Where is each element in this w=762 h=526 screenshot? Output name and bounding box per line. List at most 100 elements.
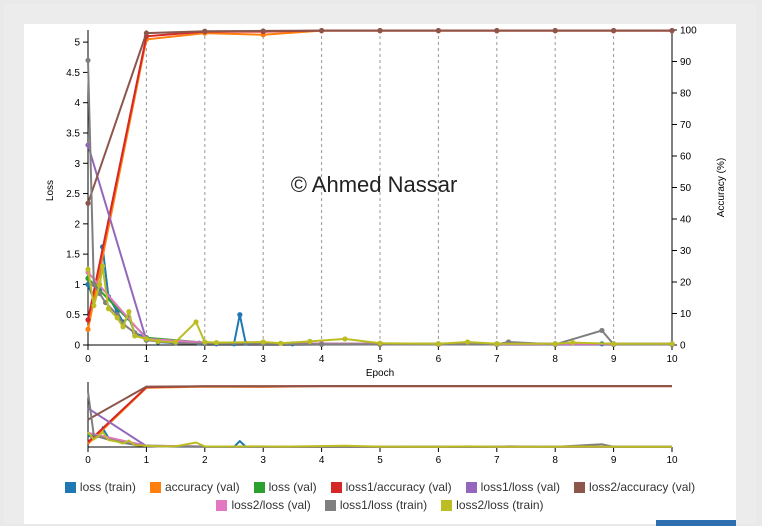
main-series[interactable]	[85, 28, 675, 347]
series-point-loss2_loss_train-14	[213, 339, 220, 346]
series-point-loss2_loss_train-11	[173, 339, 179, 345]
overview-line-loss2_loss_train[interactable]	[87, 430, 672, 448]
legend-swatch-accuracy_val	[149, 481, 161, 493]
overview-line-loss1_accuracy_val[interactable]	[87, 385, 672, 443]
legend-swatch-loss1_loss_val	[465, 481, 477, 493]
overview-x-tick-label-2: 2	[202, 455, 208, 466]
overview-line-loss1_loss_train[interactable]	[87, 391, 672, 448]
series-point-loss2_loss_train-9	[143, 336, 149, 342]
series-point-loss2_loss_train-7	[126, 309, 132, 315]
overview-x-tick-label-7: 7	[494, 455, 500, 466]
overview-series[interactable]	[87, 385, 672, 448]
legend-item-loss2_loss_train[interactable]: loss2/loss (train)	[441, 498, 544, 512]
legend-label-loss2_accuracy_val: loss2/accuracy (val)	[589, 480, 696, 494]
legend-swatch-loss1_loss_train	[324, 499, 336, 511]
overview-x-tick-label-4: 4	[319, 455, 325, 466]
series-point-loss2_loss_train-13	[202, 339, 208, 345]
legend-swatch-loss2_loss_train	[441, 499, 453, 511]
y-left-tick-label-5: 5	[74, 38, 80, 49]
series-point-loss1_loss_train-17	[599, 327, 605, 334]
legend-label-loss1_loss_val: loss1/loss (val)	[480, 480, 561, 494]
overview-line-loss_train[interactable]	[87, 425, 672, 448]
legend-swatch-loss2_accuracy_val	[574, 481, 586, 493]
x-tick-label-2: 2	[202, 354, 208, 365]
series-point-loss1_loss_train-1	[91, 281, 97, 288]
legend-label-loss2_loss_train: loss2/loss (train)	[456, 498, 544, 512]
legend-label-loss1_loss_train: loss1/loss (train)	[339, 498, 428, 512]
series-point-accuracy_val-0	[85, 326, 91, 332]
legend-item-loss_val[interactable]: loss (val)	[253, 480, 317, 494]
y-right-tick-label-20: 20	[680, 278, 692, 289]
series-point-loss2_accuracy_val-5	[377, 28, 383, 34]
overview-x-tick-label-6: 6	[436, 455, 442, 466]
series-point-loss2_loss_train-24	[570, 339, 576, 346]
y-right-tick-label-50: 50	[680, 183, 692, 194]
series-point-loss2_accuracy_val-9	[611, 28, 617, 34]
series-loss1_loss_train[interactable]	[85, 57, 675, 347]
series-point-loss1_loss_train-0	[85, 57, 91, 63]
series-point-loss2_loss_train-10	[155, 338, 161, 344]
legend-item-loss2_loss_val[interactable]: loss2/loss (val)	[216, 498, 311, 512]
legend-label-accuracy_val: accuracy (val)	[164, 480, 240, 494]
y-axis-right-label: Accuracy (%)	[716, 158, 727, 217]
legend-item-loss_train[interactable]: loss (train)	[64, 480, 136, 494]
series-point-loss2_loss_train-15	[260, 339, 266, 345]
series-loss2_accuracy_val[interactable]	[85, 28, 675, 206]
legend-item-loss1_accuracy_val[interactable]: loss1/accuracy (val)	[330, 480, 452, 494]
series-point-loss2_accuracy_val-3	[260, 28, 266, 34]
overview-x-tick-label-0: 0	[85, 455, 91, 466]
y-left-tick-label-1.5: 1.5	[66, 250, 80, 261]
series-point-loss2_loss_train-20	[435, 341, 441, 347]
series-point-loss2_loss_train-0	[85, 266, 91, 272]
series-point-loss2_loss_train-25	[611, 341, 617, 347]
x-tick-label-4: 4	[319, 354, 325, 365]
series-point-loss2_accuracy_val-4	[319, 28, 325, 34]
corner-tab	[656, 520, 736, 526]
legend-swatch-loss_val	[253, 481, 265, 493]
legend-swatch-loss_train	[64, 481, 76, 493]
series-point-loss2_loss_train-4	[105, 306, 112, 312]
y-right-tick-label-80: 80	[680, 89, 692, 100]
series-loss2_loss_train[interactable]	[85, 263, 675, 347]
legend-item-accuracy_val[interactable]: accuracy (val)	[149, 480, 240, 494]
series-point-loss2_loss_train-3	[100, 263, 106, 269]
series-point-loss2_loss_train-19	[377, 340, 383, 346]
series-point-loss2_accuracy_val-6	[435, 28, 441, 34]
y-left-tick-label-4: 4	[74, 98, 80, 109]
legend-label-loss2_loss_val: loss2/loss (val)	[231, 498, 311, 512]
y-left-tick-label-3.5: 3.5	[66, 128, 80, 139]
y-right-tick-label-10: 10	[680, 309, 692, 320]
overview-x-tick-label-3: 3	[260, 455, 266, 466]
y-right-tick-label-0: 0	[680, 341, 686, 352]
legend: loss (train) accuracy (val) loss (val) loss…	[24, 480, 736, 516]
x-tick-label-3: 3	[260, 354, 266, 365]
legend-item-loss1_loss_train[interactable]: loss1/loss (train)	[324, 498, 428, 512]
legend-swatch-loss1_accuracy_val	[330, 481, 342, 493]
legend-item-loss2_accuracy_val[interactable]: loss2/accuracy (val)	[574, 480, 695, 494]
overview-line-accuracy_val[interactable]	[87, 385, 672, 445]
series-point-loss2_accuracy_val-8	[552, 28, 558, 34]
y-right-tick-label-40: 40	[680, 215, 692, 226]
x-axis-label: Epoch	[366, 368, 394, 379]
series-point-loss2_loss_train-16	[278, 340, 284, 346]
x-tick-label-10: 10	[666, 354, 678, 365]
overview-x-tick-label-10: 10	[666, 455, 678, 466]
y-right-tick-label-30: 30	[680, 246, 692, 257]
series-point-loss2_loss_train-17	[307, 338, 313, 344]
series-point-loss2_loss_train-12	[193, 319, 199, 325]
series-point-loss2_accuracy_val-7	[494, 28, 500, 34]
x-tick-label-0: 0	[85, 354, 91, 365]
series-point-loss2_loss_train-6	[120, 324, 126, 330]
series-point-loss_train-15	[237, 312, 243, 318]
overview-line-loss1_loss_val[interactable]	[87, 407, 672, 448]
series-point-loss2_loss_train-5	[114, 315, 120, 321]
legend-label-loss_train: loss (train)	[79, 480, 136, 494]
x-tick-label-8: 8	[552, 354, 558, 365]
legend-item-loss1_loss_val[interactable]: loss1/loss (val)	[465, 480, 561, 494]
y-right-tick-label-100: 100	[680, 26, 697, 37]
y-left-tick-label-2.5: 2.5	[66, 189, 80, 200]
x-tick-label-5: 5	[377, 354, 383, 365]
series-point-loss2_accuracy_val-1	[143, 30, 149, 36]
legend-label-loss1_accuracy_val: loss1/accuracy (val)	[345, 480, 452, 494]
overview-line-loss2_accuracy_val[interactable]	[87, 385, 672, 421]
